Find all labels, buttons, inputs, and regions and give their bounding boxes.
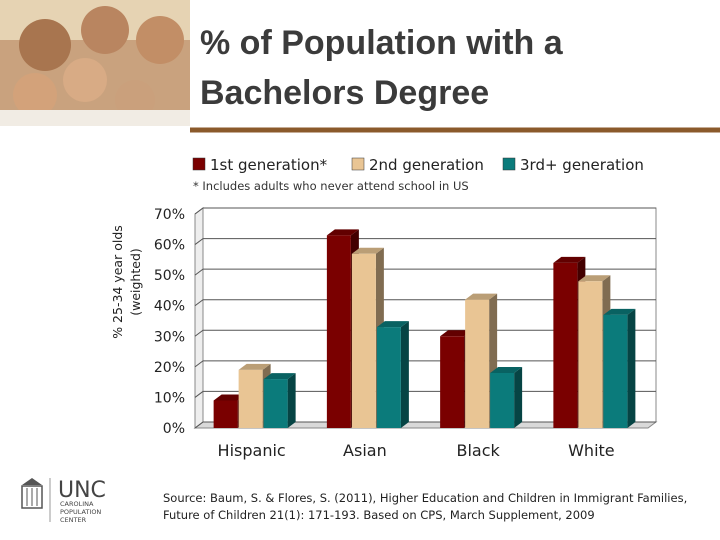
bar-front bbox=[490, 372, 515, 428]
x-tick-label: White bbox=[568, 441, 615, 460]
logo-line: CAROLINA bbox=[60, 500, 94, 508]
logo: UNC CAROLINA POPULATION CENTER bbox=[21, 478, 106, 524]
logo-name: UNC bbox=[58, 478, 106, 503]
x-tick-label: Hispanic bbox=[218, 441, 286, 460]
bar bbox=[490, 366, 523, 428]
grid-line bbox=[194, 268, 656, 276]
bar-top bbox=[465, 293, 498, 300]
grid-line bbox=[194, 238, 656, 245]
grid-line bbox=[194, 299, 656, 307]
source-note: Source: Baum, S. & Flores, S. (2011), Hi… bbox=[163, 491, 688, 522]
bar-top bbox=[351, 247, 384, 254]
legend-swatch bbox=[192, 157, 206, 171]
bar-top bbox=[376, 321, 409, 328]
bar-top bbox=[553, 256, 586, 263]
bar-front bbox=[213, 400, 238, 428]
bar-top bbox=[490, 366, 523, 373]
bar-front bbox=[263, 379, 288, 428]
x-tick-label: Asian bbox=[343, 441, 387, 460]
bar bbox=[263, 373, 296, 428]
bar bbox=[351, 247, 384, 428]
y-axis-label: % 25-34 year olds bbox=[110, 225, 125, 339]
bar-side bbox=[514, 366, 523, 428]
y-tick-label: 30% bbox=[154, 329, 185, 345]
bar-top bbox=[213, 394, 246, 401]
y-tick-label: 40% bbox=[154, 299, 185, 315]
bar-front bbox=[351, 253, 376, 428]
legend-swatch bbox=[502, 157, 516, 171]
legend-label: 1st generation* bbox=[210, 156, 328, 174]
bar-front bbox=[553, 262, 578, 428]
bar bbox=[603, 308, 636, 428]
bar-side bbox=[627, 308, 636, 428]
y-tick-label: 70% bbox=[154, 207, 185, 223]
bar-front bbox=[603, 314, 628, 428]
bar-front bbox=[326, 235, 351, 428]
bar-side bbox=[400, 321, 409, 428]
bar-top bbox=[238, 363, 271, 370]
grid-line bbox=[194, 207, 656, 215]
legend-label: 2nd generation bbox=[369, 156, 484, 174]
bar-top bbox=[440, 330, 473, 337]
bar-front bbox=[465, 299, 490, 428]
logo-line: POPULATION bbox=[60, 508, 101, 516]
y-tick-label: 50% bbox=[154, 268, 185, 284]
y-tick-label: 10% bbox=[154, 390, 185, 406]
bar-side bbox=[287, 373, 296, 428]
legend-swatch bbox=[351, 157, 365, 171]
y-tick-label: 60% bbox=[154, 238, 185, 254]
bar-top bbox=[603, 308, 636, 315]
header-photo bbox=[0, 0, 190, 126]
bar-front bbox=[376, 327, 401, 428]
bar-top bbox=[578, 275, 611, 282]
grid-line bbox=[194, 329, 656, 337]
bar bbox=[376, 321, 409, 428]
y-axis-label: (weighted) bbox=[128, 248, 143, 316]
bar-top bbox=[326, 229, 359, 236]
slide-title: % of Population with a Bachelors Degree bbox=[200, 24, 563, 112]
logo-line: CENTER bbox=[60, 516, 87, 524]
legend: 1st generation* 2nd generation 3rd+ genera… bbox=[192, 156, 644, 174]
x-tick-label: Black bbox=[456, 441, 500, 460]
bar-front bbox=[238, 369, 263, 428]
y-tick-label: 0% bbox=[163, 421, 185, 437]
grid-line bbox=[194, 360, 656, 368]
bar-top bbox=[263, 373, 296, 380]
y-tick-label: 20% bbox=[154, 360, 185, 376]
bar-front bbox=[578, 281, 603, 428]
bar-front bbox=[440, 336, 465, 428]
chart-note: * Includes adults who never attend schoo… bbox=[193, 179, 469, 193]
legend-label: 3rd+ generation bbox=[520, 156, 644, 174]
